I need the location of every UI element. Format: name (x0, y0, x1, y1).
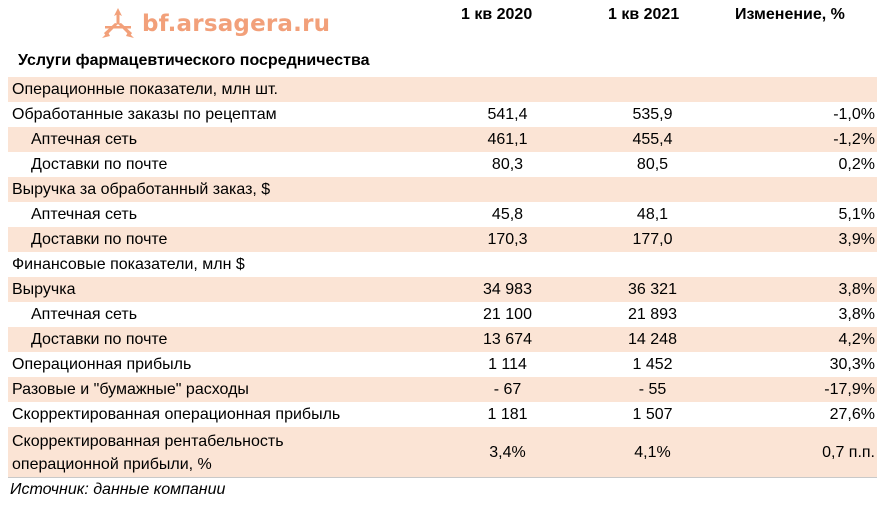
logo[interactable]: bf.arsagera.ru (100, 6, 330, 42)
row-label: Выручка за обработанный заказ, $ (8, 177, 435, 202)
arsagera-logo-icon (102, 8, 134, 38)
value-q1-2021: 535,9 (632, 106, 673, 123)
value-change (725, 77, 877, 102)
table-subtitle: Услуги фармацевтического посредничества (18, 52, 370, 69)
value-q1-2020: 170,3 (435, 227, 580, 252)
row-label: Аптечная сеть (31, 206, 138, 223)
value-change (725, 177, 877, 202)
value-q1-2020: 80,3 (491, 156, 524, 173)
value-change: 0,7 п.п. (725, 427, 877, 478)
value-change: 3,8% (725, 277, 877, 302)
logo-text: bf.arsagera.ru (142, 11, 331, 37)
table-row: Выручка за обработанный заказ, $ (8, 177, 877, 202)
value-change: 5,1% (838, 206, 875, 223)
table-row: Аптечная сеть 45,8 48,1 5,1% (8, 202, 877, 227)
value-q1-2021: 1 452 (632, 356, 673, 373)
value-q1-2021: 21 893 (628, 306, 677, 323)
table-row: Операционные показатели, млн шт. (8, 77, 877, 102)
row-label: Операционная прибыль (12, 356, 192, 373)
table-row: Скорректированная операционная прибыль 1… (8, 402, 877, 427)
table-row: Обработанные заказы по рецептам 541,4 53… (8, 102, 877, 127)
value-q1-2020: 541,4 (487, 106, 528, 123)
value-q1-2021: 177,0 (580, 227, 725, 252)
value-change: 30,3% (829, 356, 875, 373)
row-label-line-2: операционной прибыли, % (12, 455, 212, 473)
value-q1-2021 (580, 252, 725, 277)
value-q1-2021: - 55 (580, 377, 725, 402)
row-label: Разовые и "бумажные" расходы (8, 377, 435, 402)
value-q1-2021 (580, 177, 725, 202)
pharmacy-services-table: Операционные показатели, млн шт. Обработ… (8, 77, 877, 478)
table-row: Доставки по почте 13 674 14 248 4,2% (8, 327, 877, 352)
row-label: Обработанные заказы по рецептам (12, 106, 277, 123)
row-label: Аптечная сеть (31, 306, 138, 323)
table-row: Аптечная сеть 21 100 21 893 3,8% (8, 302, 877, 327)
value-change: 3,8% (838, 306, 875, 323)
table-row: Финансовые показатели, млн $ (8, 252, 877, 277)
value-q1-2021: 4,1% (580, 427, 725, 478)
value-q1-2021: 48,1 (636, 206, 669, 223)
row-label: Доставки по почте (8, 227, 435, 252)
source-note: Источник: данные компании (10, 481, 226, 498)
value-q1-2020: 1 181 (487, 406, 528, 423)
column-header-q1-2020: 1 кв 2020 (461, 6, 533, 23)
table-row: Доставки по почте 80,3 80,5 0,2% (8, 152, 877, 177)
row-label: Скорректированная рентабельность операци… (8, 427, 435, 478)
row-label: Скорректированная операционная прибыль (12, 406, 341, 423)
value-change: 4,2% (725, 327, 877, 352)
table-row: Аптечная сеть 461,1 455,4 -1,2% (8, 127, 877, 152)
value-change: -1,0% (833, 106, 875, 123)
row-label: Аптечная сеть (8, 127, 435, 152)
value-q1-2020: 461,1 (435, 127, 580, 152)
value-q1-2020: 3,4% (435, 427, 580, 478)
value-change: 3,9% (725, 227, 877, 252)
column-header-change: Изменение, % (735, 6, 845, 23)
value-q1-2020: 21 100 (483, 306, 532, 323)
row-label: Доставки по почте (31, 156, 168, 173)
value-q1-2021: 80,5 (636, 156, 669, 173)
table-bottom-rule (8, 477, 877, 478)
value-change: -17,9% (725, 377, 877, 402)
table-row: Выручка 34 983 36 321 3,8% (8, 277, 877, 302)
value-change (725, 252, 877, 277)
value-q1-2021: 36 321 (580, 277, 725, 302)
table-row: Скорректированная рентабельность операци… (8, 427, 877, 478)
column-header-q1-2021: 1 кв 2021 (608, 6, 680, 23)
row-label: Финансовые показатели, млн $ (12, 256, 245, 273)
value-q1-2021: 455,4 (580, 127, 725, 152)
report-header: bf.arsagera.ru 1 кв 2020 1 кв 2021 Измен… (0, 0, 883, 50)
table-row: Операционная прибыль 1 114 1 452 30,3% (8, 352, 877, 377)
value-q1-2020: - 67 (435, 377, 580, 402)
value-q1-2021 (580, 77, 725, 102)
value-q1-2020 (435, 252, 580, 277)
row-label: Доставки по почте (8, 327, 435, 352)
value-q1-2020: 34 983 (435, 277, 580, 302)
value-change: -1,2% (725, 127, 877, 152)
row-label: Операционные показатели, млн шт. (8, 77, 435, 102)
value-q1-2021: 1 507 (632, 406, 673, 423)
value-change: 0,2% (838, 156, 875, 173)
value-q1-2020: 1 114 (488, 356, 527, 373)
table-row: Разовые и "бумажные" расходы - 67 - 55 -… (8, 377, 877, 402)
table-row: Доставки по почте 170,3 177,0 3,9% (8, 227, 877, 252)
value-q1-2020: 13 674 (435, 327, 580, 352)
value-change: 27,6% (829, 406, 875, 423)
row-label: Выручка (8, 277, 435, 302)
row-label-line-1: Скорректированная рентабельность (12, 432, 284, 450)
value-q1-2020 (435, 77, 580, 102)
value-q1-2021: 14 248 (580, 327, 725, 352)
value-q1-2020: 45,8 (491, 206, 524, 223)
value-q1-2020 (435, 177, 580, 202)
